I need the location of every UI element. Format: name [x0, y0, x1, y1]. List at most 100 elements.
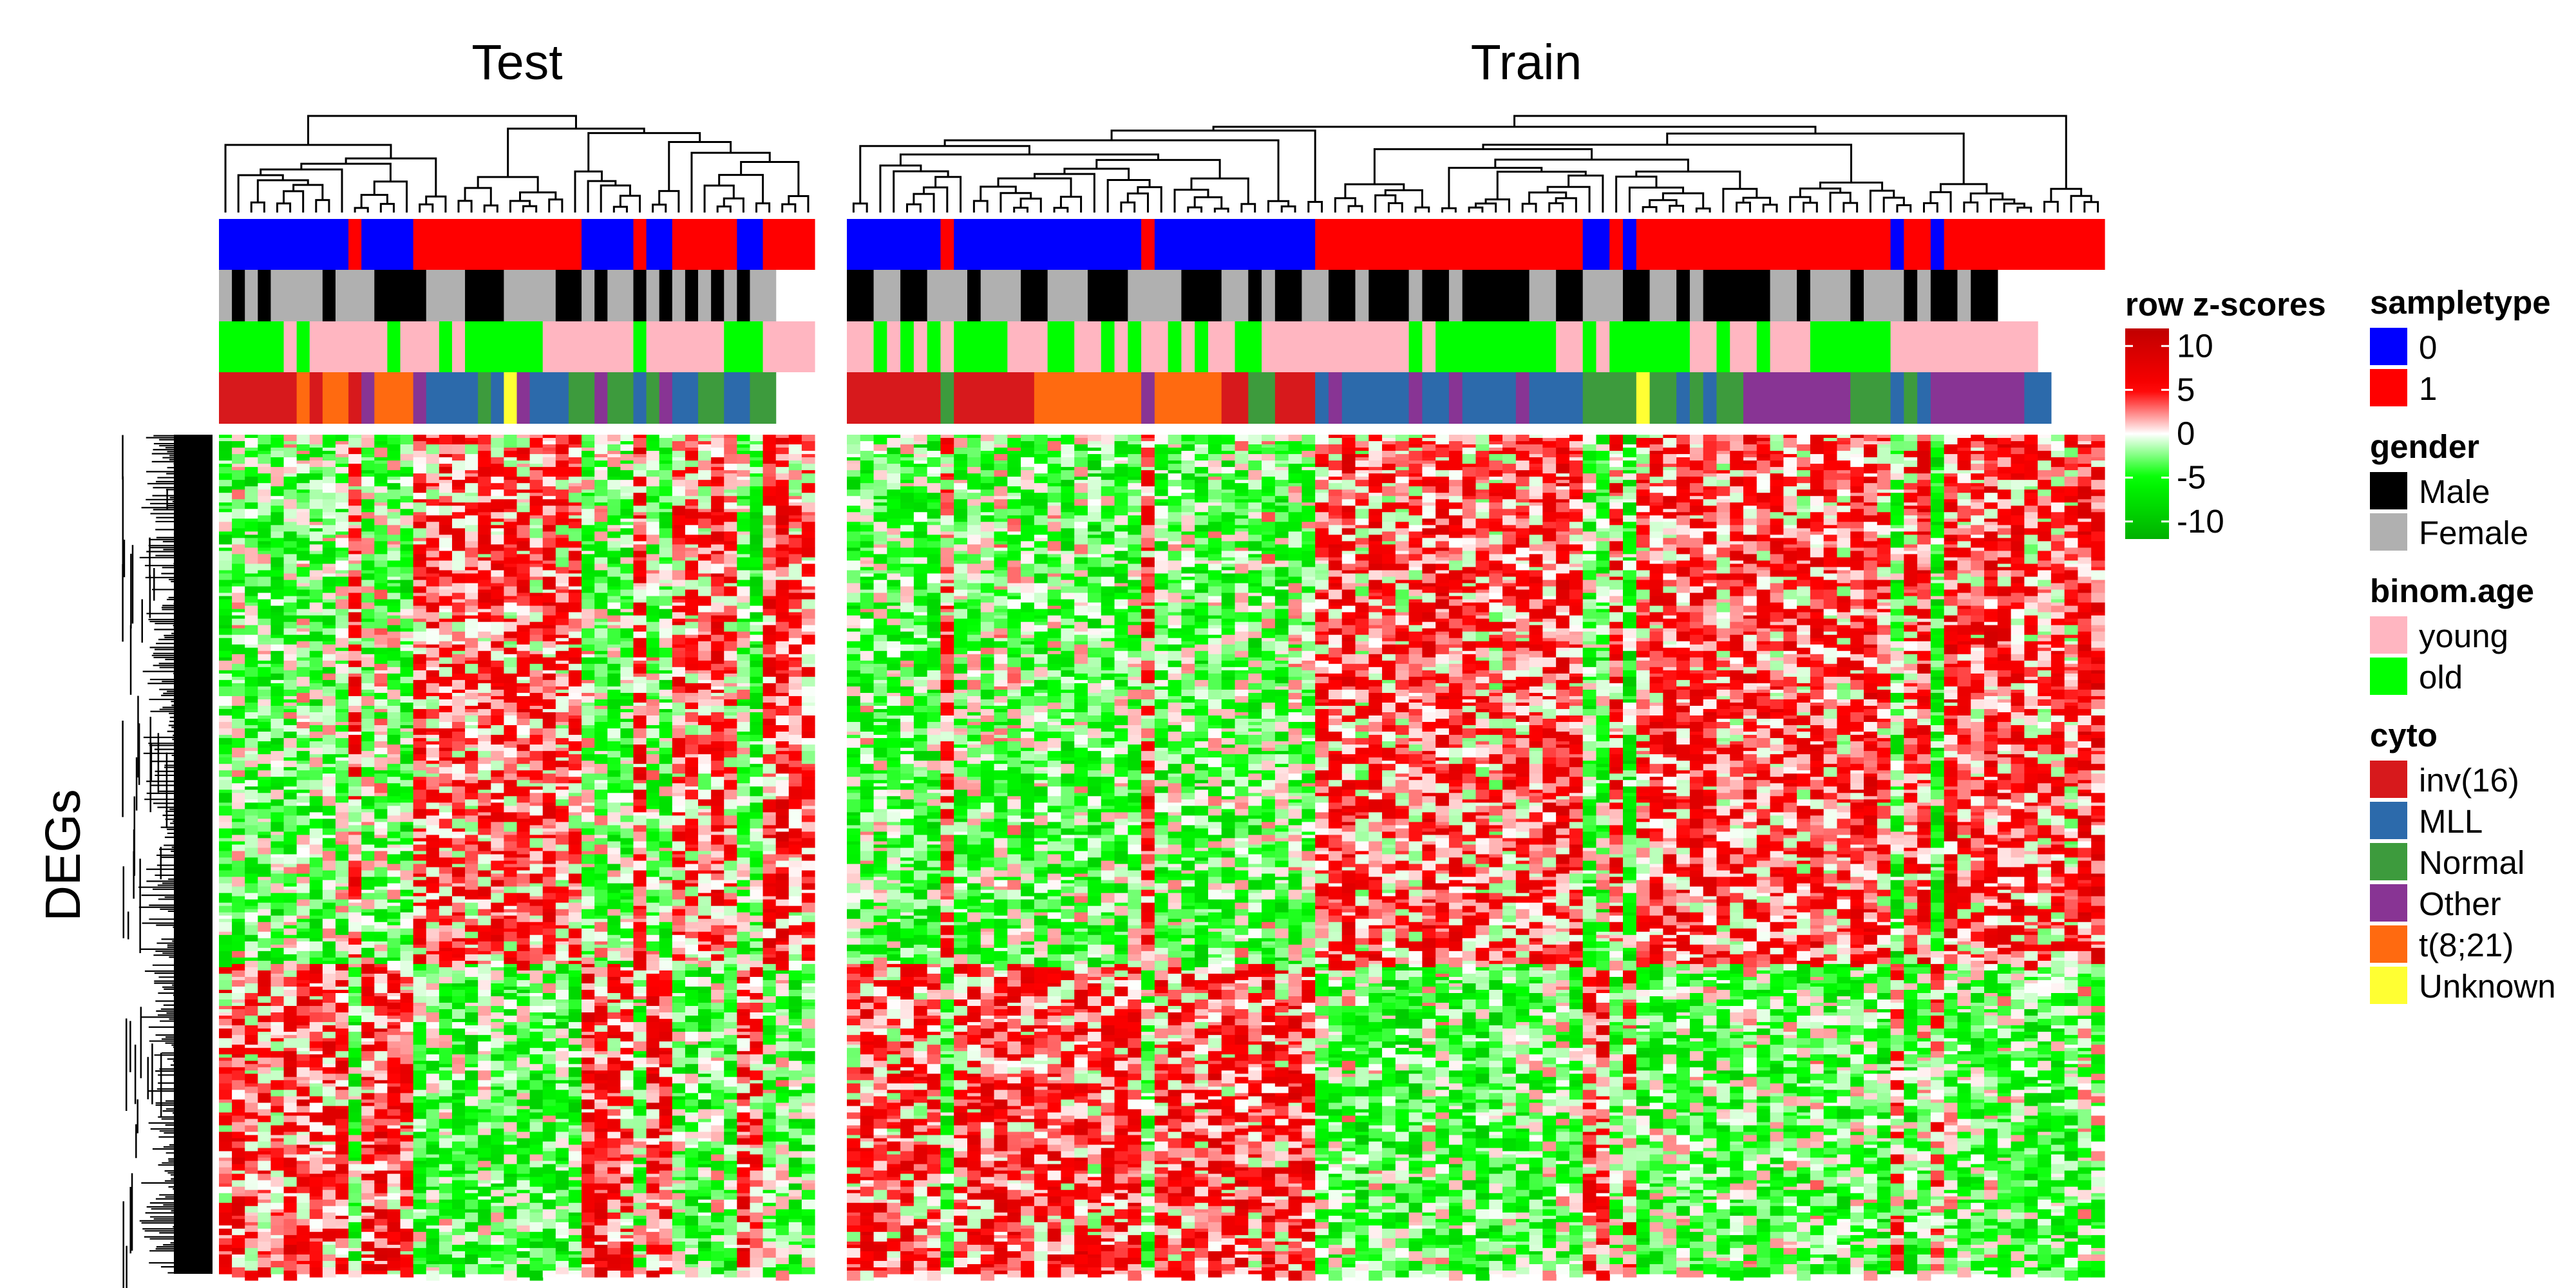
heatmap-cell — [245, 564, 258, 574]
heatmap-cell — [322, 686, 336, 694]
heatmap-cell — [465, 1173, 478, 1181]
heatmap-cell — [542, 1019, 556, 1026]
annotation-segment-binom-age — [1262, 321, 1410, 372]
heatmap-cell — [219, 1251, 232, 1255]
heatmap-cell — [672, 480, 686, 487]
heatmap-cell — [258, 667, 272, 677]
heatmap-cell — [322, 1038, 336, 1042]
heatmap-cell — [582, 554, 595, 565]
heatmap-cell — [439, 1019, 453, 1029]
heatmap-cell — [607, 528, 621, 532]
heatmap-cell — [270, 806, 285, 813]
dendrogram-branch — [548, 198, 564, 213]
heatmap-cell — [491, 1135, 504, 1146]
heatmap-cell — [555, 567, 569, 574]
heatmap-cell — [516, 467, 531, 477]
heatmap-cell — [620, 947, 634, 958]
heatmap-cell — [672, 725, 686, 729]
heatmap-cell — [335, 1099, 349, 1106]
heatmap-cell — [555, 1260, 569, 1268]
heatmap-cell — [568, 576, 582, 587]
heatmap-cell — [555, 618, 569, 626]
heatmap-cell — [504, 764, 518, 774]
heatmap-cell — [296, 576, 310, 584]
heatmap-cell — [555, 799, 569, 806]
heatmap-cell — [607, 621, 621, 626]
heatmap-cell — [426, 732, 440, 735]
heatmap-cell — [465, 509, 478, 516]
heatmap-cell — [504, 1173, 518, 1178]
heatmap-cell — [568, 638, 582, 645]
heatmap-cell — [361, 1022, 375, 1032]
heatmap-cell — [232, 1003, 245, 1007]
heatmap-cell — [607, 628, 621, 639]
heatmap-cells — [219, 435, 2105, 1281]
heatmap-cell — [607, 1019, 621, 1026]
heatmap-cell — [646, 799, 660, 806]
heatmap-cell — [245, 615, 258, 626]
heatmap-cell — [529, 1260, 544, 1271]
heatmap-cell — [387, 1202, 401, 1210]
heatmap-cell — [374, 493, 388, 503]
heatmap-cell — [555, 1080, 569, 1084]
heatmap-cell — [245, 1154, 258, 1162]
heatmap-cell — [400, 1054, 414, 1065]
heatmap-cell — [400, 676, 414, 684]
heatmap-cell — [504, 667, 518, 674]
dendrogram-branch — [519, 191, 557, 202]
heatmap-cell — [465, 557, 478, 568]
heatmap-cell — [439, 1109, 453, 1113]
heatmap-cell — [309, 1196, 323, 1200]
annotation-segment-cyto — [296, 372, 310, 424]
heatmap-cell — [283, 541, 298, 549]
heatmap-cell — [594, 557, 608, 565]
heatmap-cell — [542, 1064, 556, 1071]
annotation-segment-binom-age — [633, 321, 647, 372]
heatmap-cell — [245, 738, 258, 748]
heatmap-cell — [270, 738, 285, 745]
dendrogram-branch — [1484, 198, 1510, 213]
heatmap-cell — [439, 663, 453, 668]
heatmap-cell — [400, 525, 414, 529]
heatmap-cell — [568, 886, 582, 891]
heatmap-cell — [659, 1106, 673, 1110]
heatmap-cell — [322, 541, 336, 549]
heatmap-cell — [283, 738, 298, 748]
heatmap-cell — [387, 728, 401, 735]
heatmap-cell — [335, 893, 349, 900]
heatmap-cell — [413, 644, 427, 649]
heatmap-cell — [258, 1212, 272, 1223]
heatmap-cell — [283, 960, 298, 971]
heatmap-cell — [283, 777, 298, 787]
heatmap-cell — [387, 719, 401, 729]
heatmap-cell — [633, 728, 647, 739]
heatmap-cell — [426, 735, 440, 739]
heatmap-cell — [245, 751, 258, 755]
heatmap-cell — [283, 886, 298, 891]
heatmap-cell — [620, 1164, 634, 1175]
heatmap-cell — [283, 748, 298, 758]
heatmap-cell — [542, 838, 556, 849]
heatmap-cell — [607, 1254, 621, 1265]
heatmap-cell — [335, 1228, 349, 1239]
heatmap-cell — [607, 1270, 621, 1278]
heatmap-cell — [309, 1260, 323, 1268]
heatmap-cell — [296, 1135, 310, 1146]
heatmap-cell — [296, 1051, 310, 1055]
heatmap-cell — [270, 957, 285, 965]
heatmap-cell — [426, 567, 440, 574]
heatmap-cell — [646, 986, 660, 997]
heatmap-cell — [413, 522, 427, 529]
heatmap-cell — [504, 725, 518, 732]
heatmap-cell — [620, 544, 634, 549]
heatmap-cell — [258, 902, 272, 910]
heatmap-cell — [607, 589, 621, 597]
heatmap-cell — [646, 673, 660, 681]
heatmap-cell — [451, 1009, 466, 1019]
heatmap-cell — [568, 699, 582, 706]
heatmap-cell — [451, 757, 466, 764]
heatmap-cell — [361, 876, 375, 881]
heatmap-cell — [309, 880, 323, 891]
heatmap-cell — [620, 1048, 634, 1055]
heatmap-cell — [374, 1061, 388, 1071]
